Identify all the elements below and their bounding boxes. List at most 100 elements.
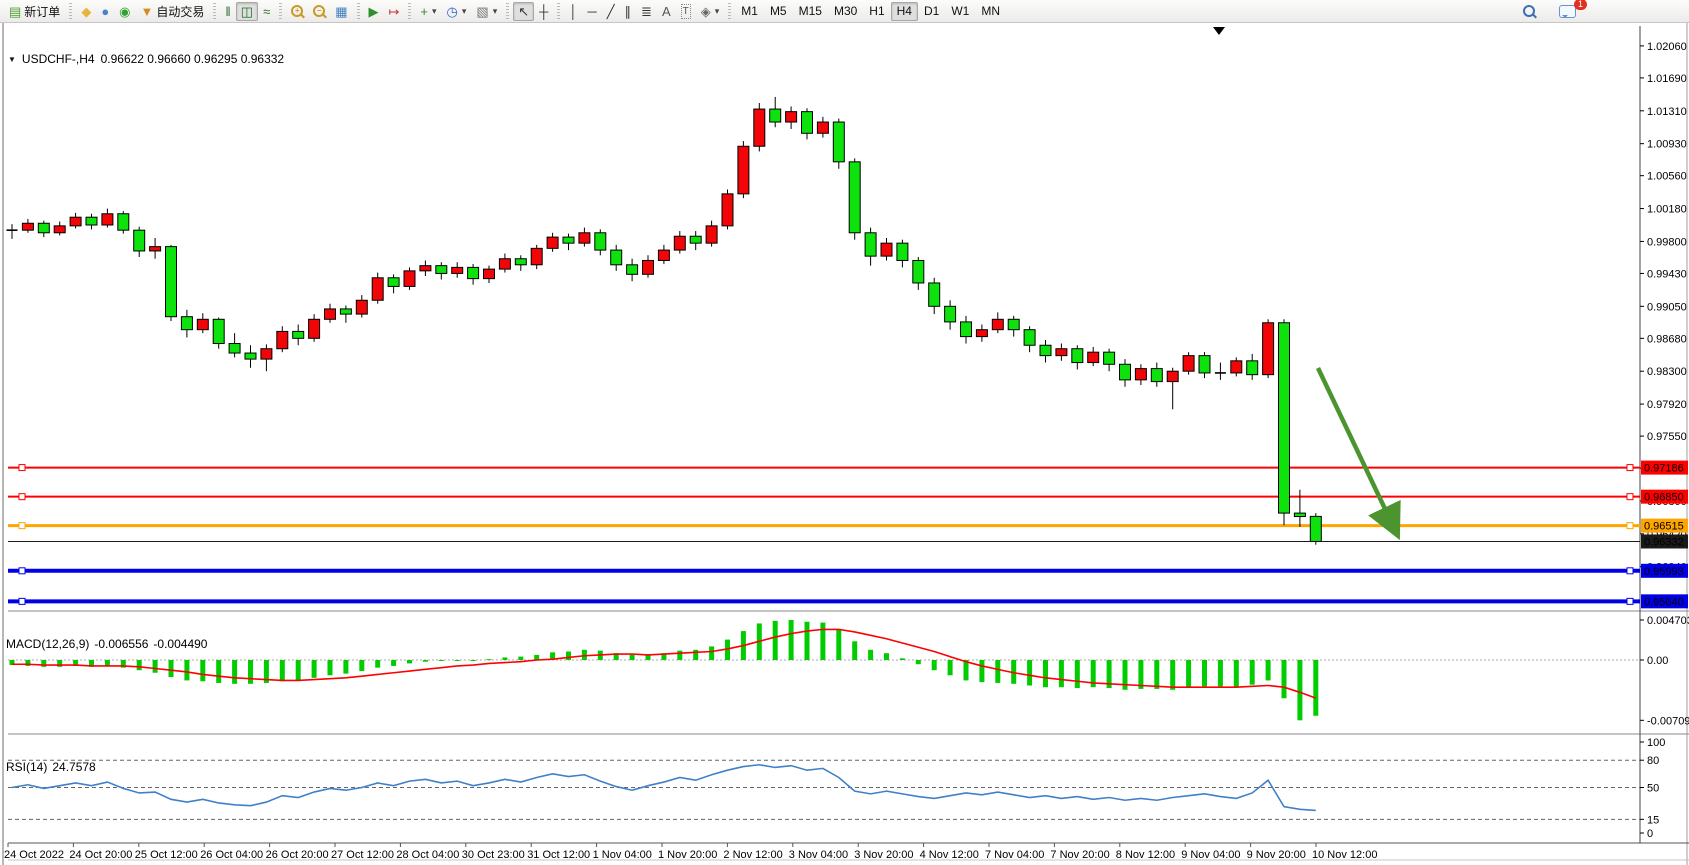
metaeditor-icon: ◆ (81, 3, 92, 19)
line-chart-button[interactable]: ≈ (258, 2, 275, 21)
down-triangle-marker[interactable] (1213, 27, 1225, 35)
candle (1198, 352, 1211, 379)
price-tick-label: 1.00180 (1647, 204, 1687, 216)
crosshair-button[interactable]: ┼ (534, 2, 553, 21)
vertical-line-button[interactable]: │ (564, 2, 582, 21)
signals-icon: ◉ (119, 3, 131, 19)
candle (578, 227, 591, 247)
macd-bar (788, 620, 794, 660)
candle (451, 262, 464, 278)
auto-scroll-button[interactable]: ▶ (364, 2, 384, 21)
notifications-button[interactable]: 1 (1554, 0, 1587, 21)
timeframe-h4[interactable]: H4 (890, 1, 918, 21)
macd-value: -0.006556 (94, 637, 149, 651)
trend-arrow-annotation[interactable] (1315, 367, 1401, 541)
macd-bar (1138, 660, 1144, 689)
signals-button[interactable]: ◉ (114, 2, 135, 21)
indicators-button[interactable]: + ▾ (415, 2, 441, 21)
line-handle[interactable] (18, 493, 26, 501)
line-handle[interactable] (18, 597, 26, 605)
timeframe-h1[interactable]: H1 (863, 2, 890, 21)
zoom-out-button[interactable]: − (308, 2, 330, 21)
candle (228, 333, 241, 358)
candle (292, 324, 305, 346)
time-axis[interactable]: 24 Oct 2022 24 Oct 20:00 25 Oct 12:00 26 Oc… (4, 843, 1377, 861)
candle (212, 317, 225, 349)
text-label-button[interactable]: T (676, 2, 696, 21)
timeframe-m1[interactable]: M1 (735, 2, 764, 21)
toolbar-group: │ ─ ╱ ∥ ≣ A T ◈ ▾ (564, 2, 724, 21)
candle (435, 262, 448, 280)
candle (53, 221, 66, 236)
timeframe-m30[interactable]: M30 (828, 2, 863, 21)
timeframe-m5-label: M5 (769, 4, 787, 18)
chart-ohlc-values: 0.96622 0.96660 0.96295 0.96332 (100, 52, 285, 66)
trendline-button[interactable]: ╱ (602, 2, 620, 21)
rsi-pane[interactable]: 100 80 50 15 0 (8, 737, 1665, 840)
price-tick-label: 0.99800 (1647, 236, 1687, 248)
macd-pane[interactable]: 0.004703 0.00 -0.007093 (8, 615, 1689, 727)
timeframe-mn[interactable]: MN (975, 2, 1006, 21)
price-line-labels: 0.97186 0.96850 0.96515 0.96332 0.95993 0.956… (1641, 460, 1688, 609)
chart-collapse-icon[interactable]: ▼ (8, 54, 16, 64)
chart-shift-button[interactable]: ↦ (384, 2, 405, 21)
candle (737, 141, 750, 199)
candle (308, 314, 321, 342)
candle (785, 106, 798, 129)
bar-chart-button[interactable]: ‖ (220, 2, 235, 21)
candle (276, 326, 289, 353)
equidistant-channel-button[interactable]: ∥ (620, 2, 637, 21)
periods-button[interactable]: ◷ ▾ (442, 2, 472, 21)
candle (371, 272, 384, 304)
candle (355, 295, 368, 318)
macd-bar (1090, 660, 1096, 688)
zoom-in-button[interactable]: + (286, 2, 308, 21)
timeframe-d1[interactable]: D1 (918, 2, 945, 21)
chart-canvas[interactable]: 1.02060 1.01690 1.01310 1.00930 1.00560 1.001… (0, 23, 1689, 865)
new-order-button[interactable]: ▤ 新订单 (4, 2, 65, 21)
arrows-button[interactable]: ◈ ▾ (696, 2, 725, 21)
line-handle[interactable] (1626, 522, 1634, 530)
timeframe-m15[interactable]: M15 (793, 2, 828, 21)
chevron-down-icon: ▾ (461, 5, 467, 16)
macd-bar (1265, 660, 1271, 681)
candle (594, 229, 607, 256)
candle (403, 267, 416, 290)
candlestick-button[interactable]: ◫ (235, 1, 259, 21)
candle (339, 305, 352, 323)
line-handle[interactable] (1626, 567, 1634, 575)
candle (721, 189, 734, 230)
line-handle[interactable] (1626, 493, 1634, 501)
macd-bar (184, 660, 190, 681)
market-button[interactable]: ● (96, 2, 114, 21)
macd-bar (1043, 660, 1048, 688)
candle (832, 118, 845, 169)
line-handle[interactable] (18, 567, 26, 575)
toolbar-group: + − ▦ (286, 2, 352, 21)
tile-windows-button[interactable]: ▦ (330, 2, 352, 21)
cursor-button[interactable]: ↖ (513, 1, 535, 21)
toolbar-separator (408, 3, 412, 19)
autotrading-button[interactable]: ▼ 自动交易 (136, 2, 210, 21)
macd-bar (804, 621, 810, 660)
timeframe-m15-label: M15 (798, 4, 822, 18)
timeframe-m5[interactable]: M5 (764, 2, 793, 21)
macd-bar (677, 650, 683, 660)
timeframe-w1[interactable]: W1 (945, 2, 975, 21)
macd-bar (534, 654, 540, 660)
line-handle[interactable] (18, 522, 26, 530)
line-handle[interactable] (1626, 464, 1634, 472)
horizontal-line-button[interactable]: ─ (583, 2, 602, 21)
macd-bar (1297, 660, 1303, 721)
fibonacci-button[interactable]: ≣ (636, 2, 657, 21)
templates-button[interactable]: ▧ ▾ (471, 2, 502, 21)
search-button[interactable] (1518, 2, 1540, 21)
text-button[interactable]: A (657, 2, 676, 21)
candle (165, 244, 177, 322)
metaeditor-button[interactable]: ◆ (76, 2, 96, 21)
line-handle[interactable] (1626, 597, 1634, 605)
line-handle[interactable] (18, 464, 26, 472)
candle (689, 231, 702, 251)
macd-bar (836, 629, 842, 660)
price-tick-label: 1.01690 (1647, 73, 1687, 85)
